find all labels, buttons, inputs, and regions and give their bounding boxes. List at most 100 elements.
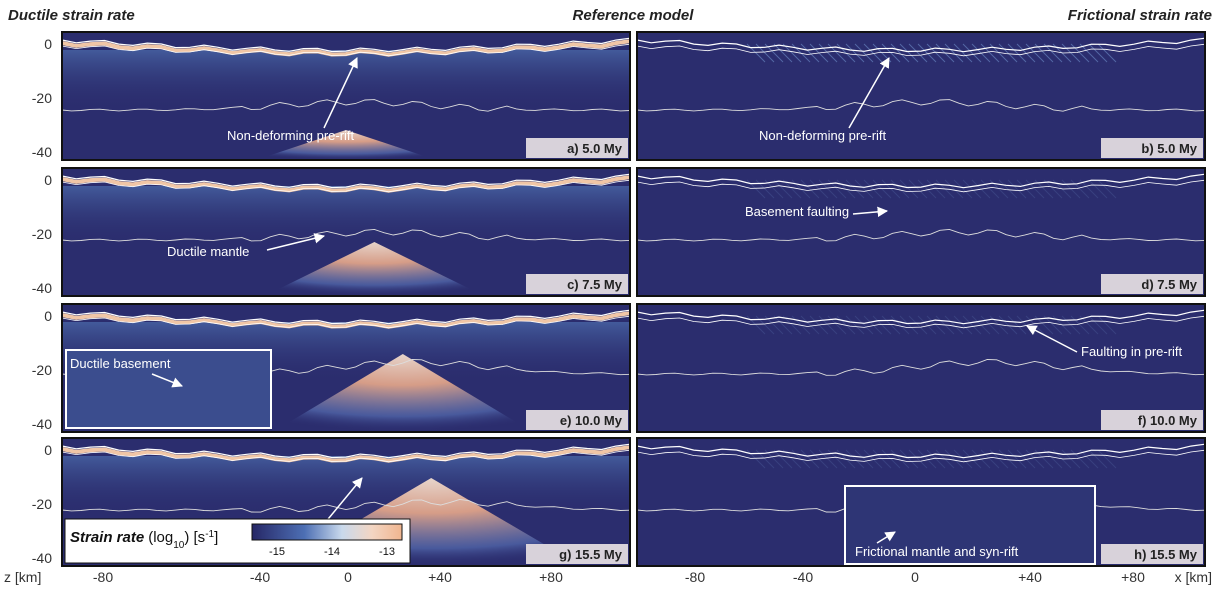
fault-hatch: [899, 315, 919, 335]
fault-hatch: [800, 315, 820, 335]
fault-hatch: [881, 449, 901, 469]
ductile-fan: [256, 130, 436, 160]
fault-hatch: [908, 315, 928, 335]
fault-hatch: [980, 179, 1000, 199]
y-tick-label: 0: [44, 36, 52, 52]
panel-label: a) 5.0 My: [567, 141, 623, 156]
annotation-arrow: [266, 233, 326, 251]
colorbar-box: [64, 518, 411, 564]
x-tick-label: 0: [911, 569, 919, 585]
colorbar-title-part: ]: [214, 529, 218, 546]
fault-hatch: [1025, 179, 1045, 199]
ductile-band: [61, 39, 631, 57]
fault-hatch: [953, 179, 973, 199]
colorbar-tick-label: -13: [379, 546, 395, 558]
annotation-arrow: [876, 531, 896, 544]
basement-line: [61, 43, 631, 57]
basement-line: [61, 315, 631, 329]
annotation: Frictional mantle and syn-rift: [855, 544, 1019, 559]
fault-hatch: [1070, 449, 1090, 469]
basement-line: [636, 179, 1206, 193]
panel: Faulting in pre-rift f) 10.0 My: [636, 303, 1206, 433]
x-tick-label: +80: [1121, 569, 1145, 585]
fault-hatch: [773, 449, 793, 469]
fault-hatch: [962, 315, 982, 335]
fault-hatch: [1097, 179, 1117, 199]
annotation: Non-deforming pre-rift: [227, 128, 355, 143]
fault-hatch: [917, 43, 937, 63]
x-tick-label: +80: [539, 569, 563, 585]
panel-label: h) 15.5 My: [1134, 547, 1198, 562]
fault-hatch: [782, 179, 802, 199]
basement-line: [636, 315, 1206, 329]
fault-hatch: [1007, 315, 1027, 335]
fault-hatch: [1043, 449, 1063, 469]
fault-hatch: [1097, 449, 1117, 469]
x-axis-label: x [km]: [1175, 569, 1212, 585]
fault-hatch: [908, 43, 928, 63]
panel-label: d) 7.5 My: [1141, 277, 1197, 292]
fault-hatch: [872, 315, 892, 335]
annotation: Non-deforming pre-rift: [759, 128, 887, 143]
fault-hatch: [953, 315, 973, 335]
fault-hatch: [782, 315, 802, 335]
panel-frame: [636, 31, 1206, 161]
fault-hatch: [890, 315, 910, 335]
fault-hatch: [980, 449, 1000, 469]
fault-hatch: [1043, 43, 1063, 63]
annotation: Basement faulting: [745, 204, 849, 219]
panel-label-box: [526, 138, 628, 158]
fault-hatch: [1088, 43, 1108, 63]
surface-line: [61, 173, 631, 189]
x-tick-label: -80: [685, 569, 705, 585]
fault-hatch: [881, 315, 901, 335]
panel-frame: [636, 303, 1206, 433]
fault-hatch: [1079, 43, 1099, 63]
surface-line: [61, 309, 631, 325]
panel-frame: [61, 437, 631, 567]
header-left: Ductile strain rate: [8, 7, 135, 24]
y-tick-label: 0: [44, 442, 52, 458]
fault-hatch: [917, 449, 937, 469]
x-tick-label: -40: [793, 569, 813, 585]
fault-hatch: [926, 179, 946, 199]
ductile-fan: [272, 354, 533, 432]
fault-hatch: [1079, 315, 1099, 335]
panel-label: b) 5.0 My: [1141, 141, 1197, 156]
y-tick-label: 0: [44, 172, 52, 188]
panel-frame: [61, 167, 631, 297]
fault-hatch: [1007, 43, 1027, 63]
y-tick-label: -40: [32, 144, 52, 160]
panel: Basement faulting d) 7.5 My: [636, 167, 1206, 297]
moho-line: [636, 359, 1206, 376]
y-tick-label: 0: [44, 308, 52, 324]
fault-hatch: [818, 315, 838, 335]
fault-hatch: [926, 449, 946, 469]
colorbar-title-part: Strain rate: [70, 529, 144, 546]
header-right: Frictional strain rate: [1068, 7, 1212, 24]
colorbar-tick-label: -14: [324, 546, 340, 558]
panel-frame: [636, 167, 1206, 297]
basement-line: [61, 179, 631, 193]
fault-hatch: [1025, 43, 1045, 63]
y-tick-label: -20: [32, 226, 52, 242]
fault-hatch: [863, 315, 883, 335]
moho-line: [636, 99, 1206, 112]
fault-hatch: [773, 179, 793, 199]
panel-frame: [636, 437, 1206, 567]
panel: Non-deforming pre-rift a) 5.0 My: [61, 31, 631, 161]
basement-line: [636, 43, 1206, 57]
colorbar-title-part: -1: [205, 529, 214, 540]
moho-line: [61, 498, 631, 513]
x-tick-label: 0: [344, 569, 352, 585]
surface-line: [636, 173, 1206, 189]
x-tick-label: -40: [250, 569, 270, 585]
x-tick-label: +40: [1018, 569, 1042, 585]
fault-hatch: [926, 43, 946, 63]
ductile-band: [61, 311, 631, 329]
fault-hatch: [1016, 43, 1036, 63]
x-tick-label: -80: [93, 569, 113, 585]
fault-hatch: [899, 43, 919, 63]
colorbar-tick-label: -15: [269, 546, 285, 558]
fault-hatch: [818, 179, 838, 199]
